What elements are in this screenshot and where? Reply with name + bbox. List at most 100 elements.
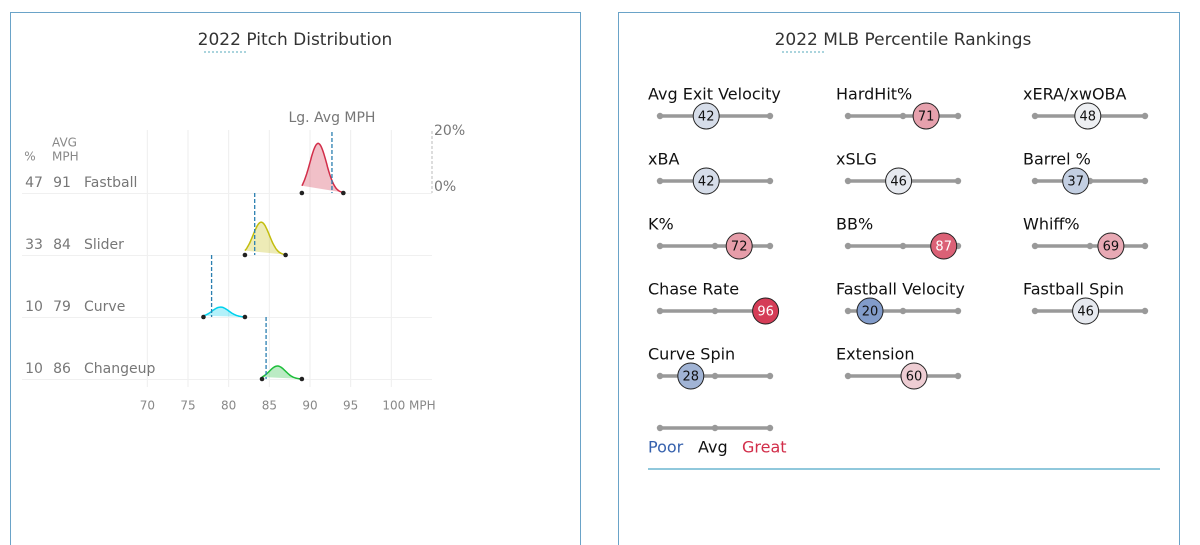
percentile-marker <box>1062 167 1090 195</box>
reference-label: Lg. Avg MPH <box>288 110 375 126</box>
percentile-value: 20 <box>862 305 879 320</box>
track-dot <box>766 177 774 185</box>
right-panel <box>618 12 1180 545</box>
column-header: % <box>24 150 35 164</box>
range-end <box>299 376 305 382</box>
pitch-name: Curve <box>84 299 125 315</box>
track-dot <box>1141 242 1149 250</box>
track-dot <box>711 372 719 380</box>
track-dot <box>954 112 962 120</box>
track-dot <box>844 307 852 315</box>
x-tick-label: 85 <box>262 399 277 413</box>
track-dot <box>711 242 719 250</box>
track-dot <box>844 112 852 120</box>
percentile-marker <box>677 362 705 390</box>
pitch-mph: 91 <box>53 175 71 191</box>
percentile-marker <box>692 167 720 195</box>
pitch-name: Fastball <box>84 175 137 191</box>
range-end <box>201 314 206 320</box>
percentile-marker <box>912 102 940 130</box>
density-curve <box>244 221 286 256</box>
track-dot <box>1086 242 1094 250</box>
left-panel <box>10 12 581 545</box>
track-dot <box>899 307 907 315</box>
metric-name: Whiff% <box>1023 215 1080 234</box>
percentile-marker <box>692 102 720 130</box>
track-dot <box>766 424 774 432</box>
percentile-value: 72 <box>731 240 748 255</box>
density-curve <box>203 306 246 318</box>
track-dot <box>1141 112 1149 120</box>
track-dot <box>1031 112 1039 120</box>
metric-name: Chase Rate <box>648 280 739 299</box>
track-dot <box>711 307 719 315</box>
x-tick-label: 80 <box>221 399 236 413</box>
percentile-marker <box>1072 297 1100 325</box>
percentile-title: 2022 MLB Percentile Rankings <box>775 30 1032 50</box>
pitch-name: Changeup <box>84 361 155 377</box>
track-dot <box>711 424 719 432</box>
percentile-value: 28 <box>683 370 700 385</box>
legend-label: Great <box>742 438 787 457</box>
range-end <box>341 190 346 196</box>
legend-label: Poor <box>648 438 684 457</box>
percentile-value: 42 <box>698 175 715 190</box>
pitch-mph: 79 <box>53 299 71 315</box>
range-end <box>242 252 248 258</box>
metric-name: Fastball Spin <box>1023 280 1124 299</box>
percentile-marker <box>930 232 958 260</box>
track-dot <box>954 372 962 380</box>
track-dot <box>899 242 907 250</box>
track-dot <box>656 372 664 380</box>
track-dot <box>844 242 852 250</box>
track-dot <box>1031 307 1039 315</box>
percentile-value: 96 <box>757 305 774 320</box>
pitch-mph: 84 <box>53 237 71 253</box>
legend-label: Avg <box>698 438 728 457</box>
x-tick-label: 70 <box>140 399 155 413</box>
track-dot <box>1141 177 1149 185</box>
metric-name: Barrel % <box>1023 150 1091 169</box>
percentile-value: 71 <box>918 110 935 125</box>
density-tick-label: 0% <box>434 179 456 195</box>
metric-name: xBA <box>648 150 679 169</box>
percentile-value: 87 <box>935 240 952 255</box>
pitch-share: 10 <box>25 299 43 315</box>
track-dot <box>766 372 774 380</box>
range-end <box>283 252 288 258</box>
metric-name: Avg Exit Velocity <box>648 85 781 104</box>
percentile-value: 48 <box>1080 110 1097 125</box>
density-curve <box>261 365 303 380</box>
pitch-name: Slider <box>84 237 124 253</box>
x-tick-label: 95 <box>343 399 358 413</box>
column-header: MPH <box>52 150 79 164</box>
track-dot <box>899 112 907 120</box>
track-dot <box>1031 242 1039 250</box>
percentile-marker <box>725 232 753 260</box>
metric-name: HardHit% <box>836 85 912 104</box>
percentile-marker <box>752 297 780 325</box>
pitch-share: 10 <box>25 361 43 377</box>
track-dot <box>656 424 664 432</box>
metric-name: xERA/xwOBA <box>1023 85 1127 104</box>
density-curve <box>301 142 344 194</box>
track-dot <box>656 307 664 315</box>
pitch-share: 47 <box>25 175 43 191</box>
range-end <box>242 314 248 320</box>
metric-name: K% <box>648 215 674 234</box>
percentile-marker <box>1097 232 1125 260</box>
percentile-value: 46 <box>890 175 907 190</box>
percentile-marker <box>900 362 928 390</box>
track-dot <box>1031 177 1039 185</box>
track-dot <box>954 307 962 315</box>
percentile-marker <box>1074 102 1102 130</box>
pitch-mph: 86 <box>53 361 71 377</box>
x-tick-label: 75 <box>180 399 195 413</box>
track-dot <box>844 177 852 185</box>
metric-name: Fastball Velocity <box>836 280 965 299</box>
metric-name: Extension <box>836 345 915 364</box>
percentile-marker <box>856 297 884 325</box>
track-dot <box>766 242 774 250</box>
pitch-share: 33 <box>25 237 43 253</box>
